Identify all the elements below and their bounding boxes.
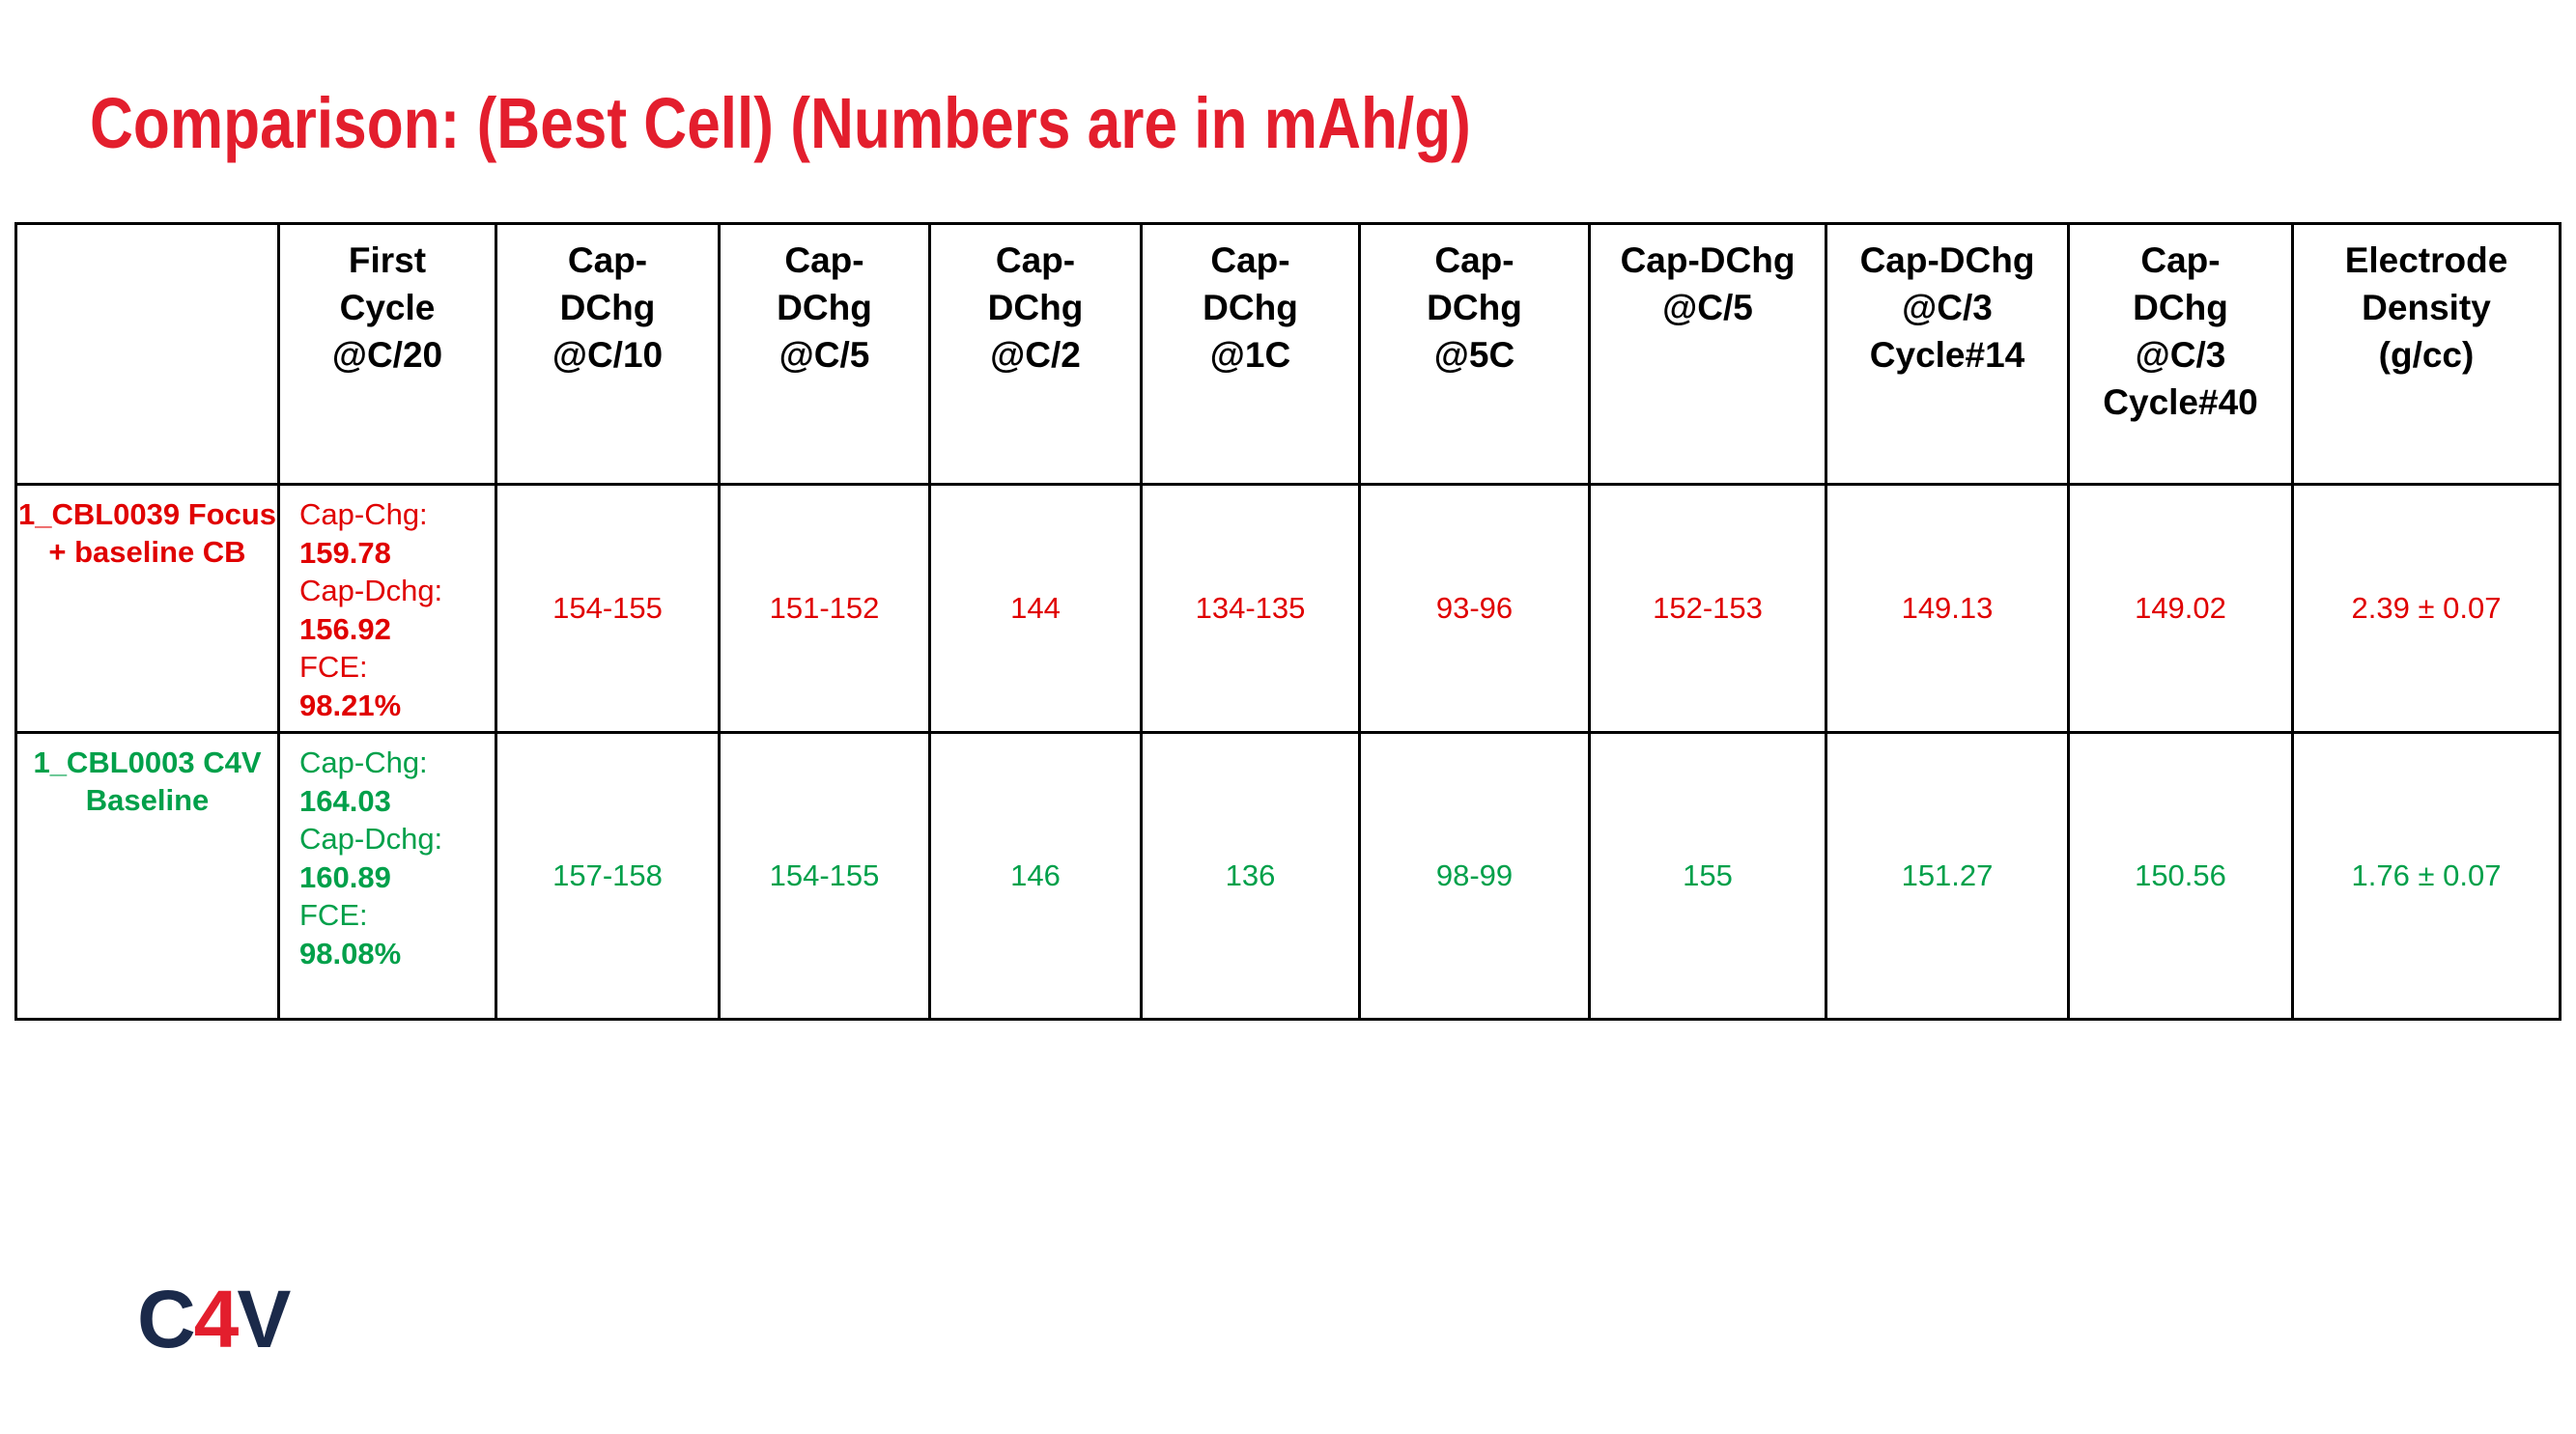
value-cell: 93-96 [1358, 483, 1591, 734]
first-cycle-value: 164.03 [299, 783, 391, 818]
first-cycle-label: Cap-Chg: [299, 745, 428, 779]
logo-letter: V [237, 1274, 291, 1364]
logo-letter: C [137, 1274, 196, 1364]
first-cycle-label: FCE: [299, 898, 368, 932]
logo: C4V [137, 1273, 291, 1366]
first-cycle-value: 156.92 [299, 611, 391, 646]
value-cell: 151.27 [1825, 731, 2070, 1021]
corner-cell [14, 222, 280, 486]
first-cycle-cell: Cap-Chg: 159.78 Cap-Dchg: 156.92 FCE: 98.21% [277, 483, 497, 734]
first-cycle-value: 160.89 [299, 859, 391, 894]
value-cell: 149.13 [1825, 483, 2070, 734]
row-label: 1_CBL0039 Focus + baseline CB [14, 483, 280, 734]
first-cycle-label: Cap-Dchg: [299, 574, 443, 607]
header-cell: Electrode Density (g/cc) [2291, 222, 2562, 486]
value-cell: 134-135 [1140, 483, 1361, 734]
value-cell: 152-153 [1588, 483, 1827, 734]
header-cell: Cap-DChg @C/3 Cycle#40 [2067, 222, 2294, 486]
first-cycle-value: 98.08% [299, 936, 402, 970]
table-body: 1_CBL0039 Focus + baseline CB Cap-Chg: 159… [14, 483, 2562, 1021]
header-cell: Cap-DChg @C/5 [1588, 222, 1827, 486]
header-cell: Cap-DChg @C/10 [495, 222, 721, 486]
value-cell: 146 [928, 731, 1143, 1021]
header-cell: Cap-DChg @C/3 Cycle#14 [1825, 222, 2070, 486]
first-cycle-label: Cap-Dchg: [299, 822, 443, 856]
data-row: 1_CBL0039 Focus + baseline CB Cap-Chg: 159… [14, 483, 2562, 734]
first-cycle-cell: Cap-Chg: 164.03 Cap-Dchg: 160.89 FCE: 98.08% [277, 731, 497, 1021]
first-cycle-value: 159.78 [299, 535, 391, 570]
value-cell: 2.39 ± 0.07 [2291, 483, 2562, 734]
row-label: 1_CBL0003 C4V Baseline [14, 731, 280, 1021]
value-cell: 151-152 [718, 483, 931, 734]
data-row: 1_CBL0003 C4V Baseline Cap-Chg: 164.03 Cap-… [14, 731, 2562, 1021]
first-cycle-label: Cap-Chg: [299, 497, 428, 531]
value-cell: 144 [928, 483, 1143, 734]
value-cell: 136 [1140, 731, 1361, 1021]
first-cycle-value: 98.21% [299, 688, 402, 722]
value-cell: 157-158 [495, 731, 721, 1021]
header-cell: Cap-DChg @5C [1358, 222, 1591, 486]
value-cell: 150.56 [2067, 731, 2294, 1021]
header-row: First Cycle @C/20 Cap-DChg @C/10 Cap-DChg … [14, 222, 2562, 486]
slide-title: Comparison: (Best Cell) (Numbers are in … [90, 83, 1471, 163]
value-cell: 1.76 ± 0.07 [2291, 731, 2562, 1021]
first-cycle-label: FCE: [299, 650, 368, 684]
logo-letter: 4 [193, 1274, 240, 1364]
value-cell: 98-99 [1358, 731, 1591, 1021]
header-cell: Cap-DChg @C/5 [718, 222, 931, 486]
header-cell: Cap-DChg @1C [1140, 222, 1361, 486]
value-cell: 154-155 [495, 483, 721, 734]
comparison-table: First Cycle @C/20 Cap-DChg @C/10 Cap-DChg … [14, 222, 2562, 1021]
header-cell: First Cycle @C/20 [277, 222, 497, 486]
value-cell: 149.02 [2067, 483, 2294, 734]
value-cell: 155 [1588, 731, 1827, 1021]
value-cell: 154-155 [718, 731, 931, 1021]
header-cell: Cap-DChg @C/2 [928, 222, 1143, 486]
